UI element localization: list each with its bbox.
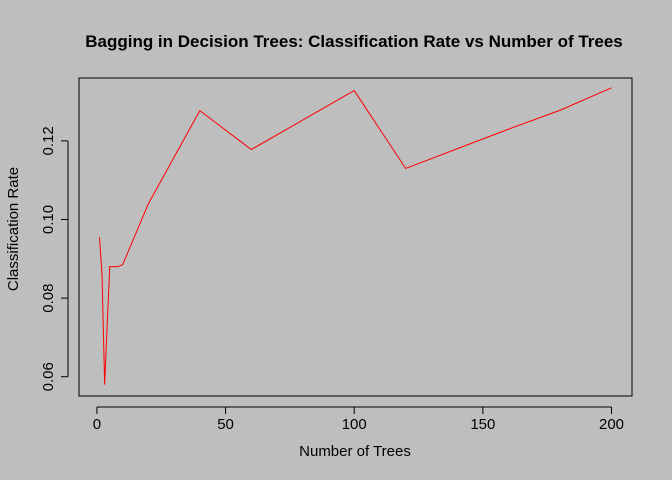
y-axis: 0.06 0.08 0.10 0.12 <box>40 126 69 391</box>
plot-area-frame <box>78 77 633 397</box>
y-tick-label: 0.12 <box>40 126 57 155</box>
chart-title: Bagging in Decision Trees: Classificatio… <box>85 32 623 51</box>
series-layer <box>98 87 612 385</box>
series-line <box>98 87 612 385</box>
y-tick-label: 0.08 <box>40 284 57 313</box>
x-tick-label: 200 <box>599 416 624 433</box>
y-tick-label: 0.06 <box>40 362 57 391</box>
x-axis: 0 50 100 150 200 <box>93 406 624 433</box>
x-tick-label: 150 <box>470 416 495 433</box>
x-tick-label: 0 <box>93 416 101 433</box>
y-axis-label: Classification Rate <box>5 167 22 291</box>
x-axis-label: Number of Trees <box>299 443 411 460</box>
x-tick-label: 100 <box>342 416 367 433</box>
x-tick-label: 50 <box>217 416 234 433</box>
y-tick-label: 0.10 <box>40 205 57 234</box>
